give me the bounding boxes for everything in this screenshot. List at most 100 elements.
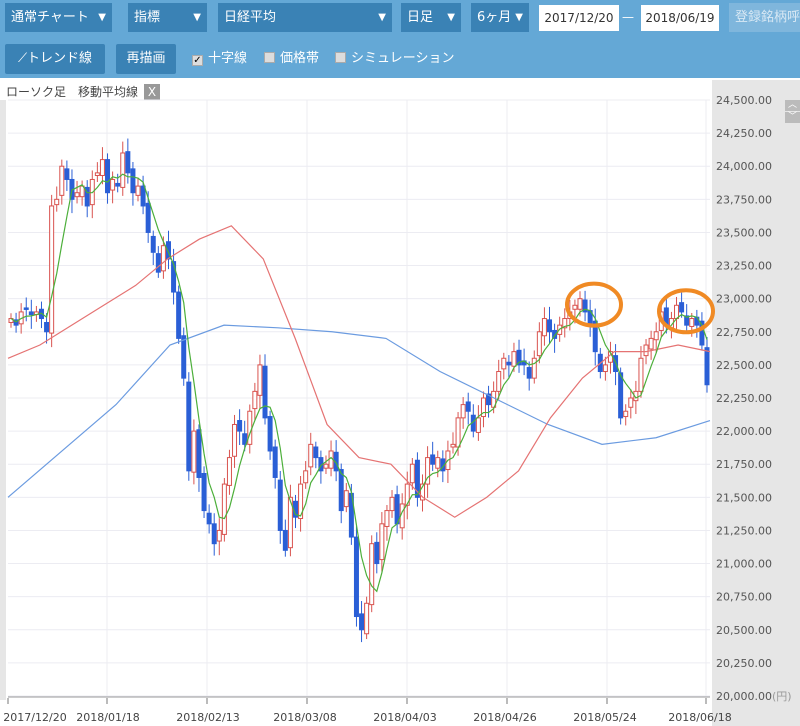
candle-up [135, 185, 141, 196]
top-toolbar: 通常チャート ▼ 指標 ▼ 日経平均 ▼ 日足 ▼ 6ヶ月 ▼ 2017/12/20 — … [0, 0, 800, 40]
candle-down [414, 459, 420, 498]
candle-down [262, 365, 268, 419]
date-to-input[interactable]: 2018/06/19 [641, 5, 719, 31]
candle-up [303, 470, 309, 484]
candle-up [562, 318, 568, 329]
candle-down [272, 446, 278, 478]
candle-up [623, 410, 629, 418]
candle-down [28, 311, 34, 316]
candle-down [206, 512, 212, 525]
candle-down [44, 322, 50, 333]
x-tick-label: 2018/06/18 [668, 711, 731, 724]
candle-up [689, 318, 695, 327]
candle-up [287, 496, 293, 549]
y-tick-label: 21,500.00 [716, 491, 772, 504]
symbol-dropdown[interactable]: 日経平均 ▼ [218, 3, 392, 32]
candle-down [353, 536, 359, 618]
candle-up [257, 364, 263, 396]
range-dropdown[interactable]: 6ヶ月 ▼ [471, 3, 529, 32]
chart-type-dropdown[interactable]: 通常チャート ▼ [5, 3, 112, 32]
register-symbol-button[interactable]: 登録銘柄呼出 [729, 3, 800, 32]
trend-line-button[interactable]: ⟋トレンド線 [5, 44, 105, 74]
x-tick-label: 2018/02/13 [176, 711, 239, 724]
candle-up [99, 159, 105, 176]
candle-up [480, 397, 486, 418]
ma-long-line [7, 324, 711, 498]
chevron-down-icon: ▼ [378, 12, 386, 23]
candle-down [526, 367, 532, 379]
candle-down [23, 307, 29, 310]
price-band-checkbox[interactable]: 価格帯 [264, 52, 319, 66]
interval-dropdown[interactable]: 日足 ▼ [401, 3, 461, 32]
date-from-input[interactable]: 2017/12/20 [539, 5, 619, 31]
candle-down [338, 469, 344, 512]
candle-up [475, 417, 481, 433]
candle-up [602, 364, 608, 373]
candle-down [679, 302, 685, 313]
chevron-down-icon: ▼ [193, 12, 201, 23]
scroll-down-button[interactable]: ﹀ [785, 112, 800, 123]
x-tick-label: 2018/05/24 [573, 711, 636, 724]
candle-up [450, 443, 456, 448]
candle-up [49, 205, 55, 334]
crosshair-checkbox[interactable]: ✓ 十字線 [192, 51, 248, 66]
tool-bar: ⟋トレンド線 再描画 ✓ 十字線 価格帯 シミュレーション [0, 40, 800, 78]
y-tick-label: 22,000.00 [716, 425, 772, 438]
candle-down [201, 472, 207, 512]
highlight-circle [657, 288, 715, 335]
candle-down [140, 185, 146, 207]
y-tick-label: 24,250.00 [716, 127, 772, 140]
candle-down [704, 347, 710, 386]
indicator-dropdown[interactable]: 指標 ▼ [128, 3, 207, 32]
candle-up [379, 523, 385, 561]
scroll-up-button[interactable]: ︿ [785, 100, 800, 111]
candle-down [465, 401, 471, 412]
y-tick-label: 22,500.00 [716, 359, 772, 372]
x-tick-label: 2018/03/08 [273, 711, 336, 724]
candle-up [455, 417, 461, 448]
candle-up [54, 198, 60, 206]
candle-down [211, 523, 217, 545]
redraw-button[interactable]: 再描画 [116, 44, 176, 74]
candle-down [430, 454, 436, 465]
candle-down [582, 299, 588, 313]
candle-up [628, 397, 634, 408]
candle-up [420, 483, 426, 501]
candle-down [130, 168, 136, 194]
left-edge [0, 100, 6, 700]
y-tick-label: 20,000.00 [716, 690, 772, 703]
candle-up [384, 510, 390, 527]
candle-down [186, 381, 192, 472]
candle-up [577, 298, 583, 310]
chevron-down-icon: ▼ [515, 12, 523, 23]
candle-down [237, 420, 243, 432]
candle-up [120, 152, 126, 188]
close-legend-button[interactable]: X [144, 84, 161, 100]
candle-up [110, 178, 116, 191]
candle-up [536, 331, 542, 357]
candle-up [674, 304, 680, 320]
candle-up [389, 496, 395, 512]
y-tick-label: 20,750.00 [716, 591, 772, 604]
x-tick-label: 2017/12/20 [3, 711, 66, 724]
y-tick-label: 23,250.00 [716, 260, 772, 273]
chevron-down-icon: ▼ [98, 12, 106, 23]
candle-up [404, 483, 410, 506]
candle-up [425, 457, 431, 485]
y-tick-label: 24,000.00 [716, 160, 772, 173]
candle-down [171, 261, 177, 293]
chevron-down-icon: ▼ [447, 12, 455, 23]
ma-short-line [10, 173, 708, 593]
candle-down [618, 372, 624, 419]
candle-up [653, 331, 659, 341]
candle-down [145, 202, 151, 233]
candle-up [221, 483, 227, 535]
simulation-checkbox[interactable]: シミュレーション [335, 52, 454, 66]
candle-up [638, 357, 644, 392]
candle-up [572, 304, 578, 310]
candle-down [282, 529, 288, 551]
candle-up [501, 357, 507, 370]
candle-up [541, 318, 547, 337]
candle-down [155, 253, 161, 273]
